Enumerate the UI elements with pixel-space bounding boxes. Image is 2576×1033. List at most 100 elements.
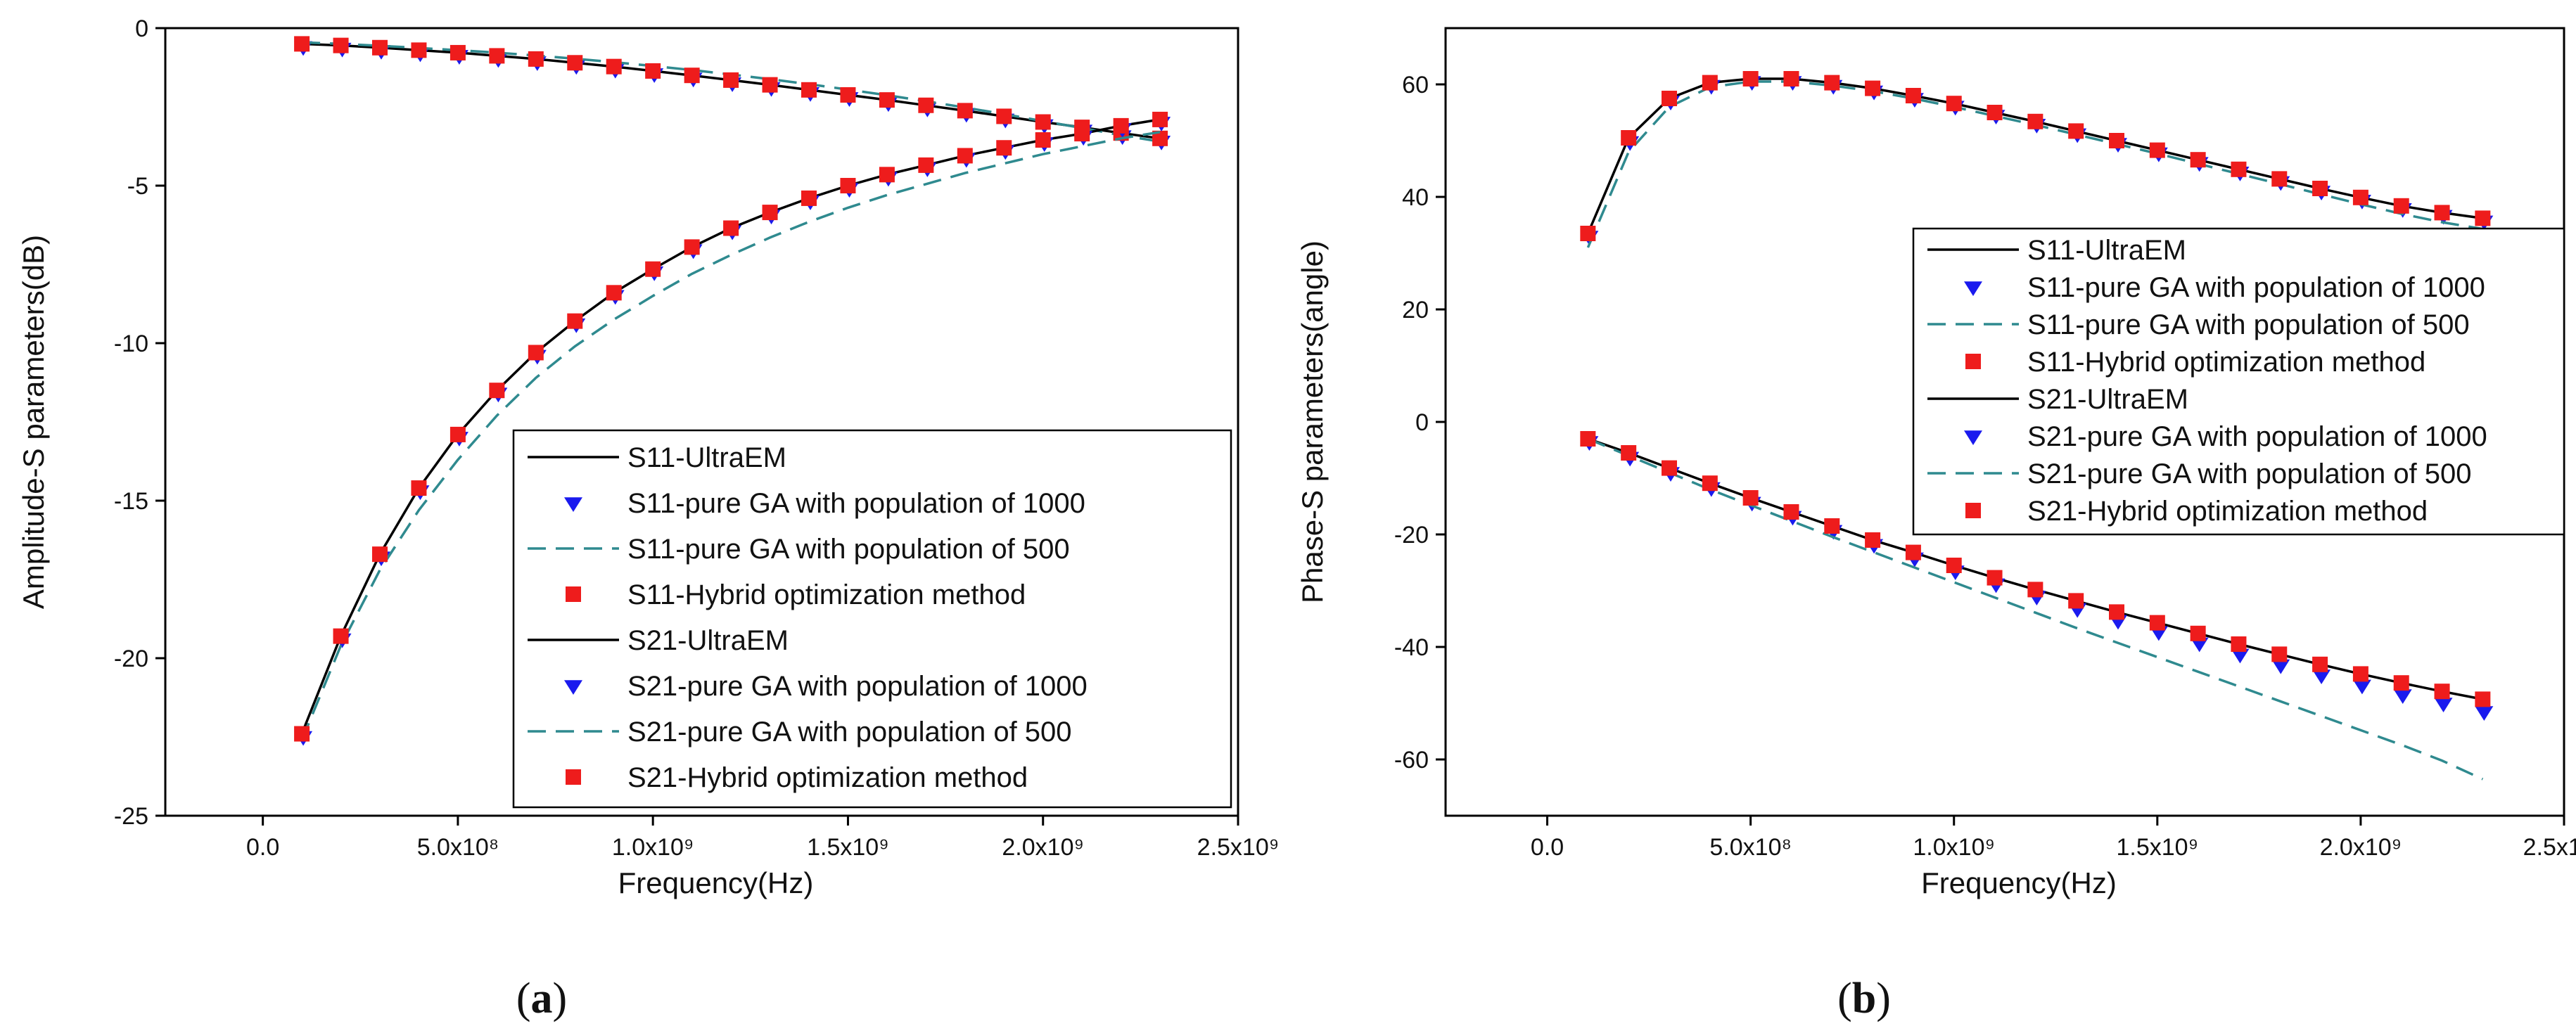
- data-point-s21-hybrid: [2352, 666, 2368, 682]
- data-point-s11-hybrid: [2393, 198, 2409, 214]
- legend-entry: S11-pure GA with population of 500: [2027, 309, 2470, 340]
- data-point-s11-hybrid: [801, 82, 817, 98]
- legend-entry: S11-UltraEM: [627, 442, 786, 473]
- y-tick-label: 60: [1402, 72, 1429, 98]
- x-tick-label: 1.5x10⁹: [2116, 834, 2198, 861]
- data-point-s21-hybrid: [2271, 646, 2288, 662]
- data-point-s21-hybrid: [567, 313, 583, 329]
- data-point-s21-hybrid: [2231, 636, 2247, 652]
- y-tick-label: -20: [1394, 522, 1429, 548]
- data-point-s11-hybrid: [2475, 210, 2491, 226]
- data-point-s21-ga1000: [2475, 706, 2494, 721]
- x-axis-label: Frequency(Hz): [618, 866, 814, 899]
- data-point-s21-hybrid: [1662, 460, 1677, 476]
- data-point-s21-hybrid: [2109, 604, 2124, 620]
- data-point-s21-hybrid: [1865, 532, 1881, 548]
- chart-panel-a: 0.0 5.0x10⁸ 1.0x10⁹ 1.5x10⁹ 2.0x10⁹ 2.5x10⁹ 0 -…: [17, 15, 1279, 899]
- x-tick-label: 1.0x10⁹: [612, 834, 694, 861]
- x-tick-label: 1.0x10⁹: [1913, 834, 1995, 861]
- chart-panel-b: 0.0 5.0x10⁸ 1.0x10⁹ 1.5x10⁹ 2.0x10⁹ 2.5x10⁹ 60…: [1296, 27, 2576, 899]
- data-point-s21-hybrid: [489, 383, 505, 399]
- data-point-s11-hybrid: [606, 58, 622, 75]
- legend-entry: S21-UltraEM: [2027, 384, 2188, 415]
- legend-entry: S11-UltraEM: [2027, 235, 2186, 266]
- legend-swatch-triangle: [564, 680, 582, 695]
- y-tick-label: 0: [135, 15, 148, 42]
- data-point-s21-hybrid: [1905, 544, 1921, 560]
- data-point-s21-hybrid: [1580, 431, 1596, 447]
- x-tick-label: 2.5x10⁹: [2523, 834, 2576, 861]
- x-tick-label: 0.0: [1531, 834, 1564, 861]
- data-point-s11-hybrid: [449, 44, 466, 60]
- data-point-s11-hybrid: [2271, 171, 2288, 187]
- data-point-s21-hybrid: [996, 140, 1012, 156]
- legend-box: [512, 429, 1232, 809]
- data-point-s21-hybrid: [1113, 117, 1129, 134]
- data-point-s21-ga1000: [2393, 689, 2412, 704]
- data-point-s11-hybrid: [879, 92, 895, 108]
- legend-swatch-triangle: [564, 497, 582, 512]
- caption-b-open: (: [1837, 975, 1852, 1022]
- data-point-s21-hybrid: [2312, 656, 2328, 672]
- data-point-s21-hybrid: [1035, 132, 1051, 148]
- data-point-s21-hybrid: [840, 178, 856, 193]
- data-point-s11-hybrid: [645, 63, 661, 79]
- data-point-s11-hybrid: [723, 72, 739, 88]
- data-point-s11-hybrid: [957, 103, 973, 119]
- data-point-s21-hybrid: [918, 157, 934, 173]
- data-point-s11-hybrid: [840, 86, 856, 103]
- y-tick-label: 0: [1415, 409, 1429, 436]
- data-point-s21-hybrid: [2393, 675, 2409, 691]
- caption-b: (b): [1837, 975, 1891, 1022]
- y-tick-label: 20: [1402, 297, 1429, 323]
- legend-entry: S21-pure GA with population of 1000: [627, 671, 1088, 702]
- legend-entry: S11-Hybrid optimization method: [2027, 347, 2425, 378]
- data-point-s11-hybrid: [372, 39, 388, 56]
- data-point-s21-hybrid: [372, 546, 388, 563]
- legend-swatch-triangle: [1964, 281, 1982, 296]
- legend-entry: S11-pure GA with population of 1000: [2027, 272, 2485, 303]
- y-tick-label: -25: [114, 803, 148, 830]
- data-point-s21-hybrid: [645, 261, 661, 277]
- y-tick-label: 40: [1402, 184, 1429, 211]
- legend-entry: S11-Hybrid optimization method: [627, 579, 1026, 610]
- y-tick-label: -60: [1394, 747, 1429, 774]
- data-point-s21-ga1000: [2434, 698, 2453, 712]
- series-line-s21-ga500: [1587, 437, 2484, 781]
- caption-a-close: ): [553, 975, 568, 1022]
- legend-swatch-square: [1965, 354, 1981, 369]
- y-tick-label: -40: [1394, 634, 1429, 661]
- x-tick-label: 2.0x10⁹: [1002, 834, 1084, 861]
- data-point-s11-hybrid: [333, 37, 349, 53]
- caption-b-letter: b: [1852, 975, 1876, 1022]
- data-point-s11-hybrid: [2149, 142, 2165, 158]
- series-line-s11-ga500: [1586, 80, 2483, 248]
- data-point-s11-hybrid: [294, 36, 310, 52]
- data-point-s11-hybrid: [1824, 75, 1840, 91]
- x-tick-label: 2.5x10⁹: [1197, 834, 1280, 861]
- legend-entry: S11-pure GA with population of 500: [627, 534, 1070, 565]
- y-tick-label: -10: [114, 331, 148, 357]
- data-point-s11-hybrid: [2231, 161, 2247, 177]
- legend-swatch-square: [566, 586, 581, 602]
- data-point-s21-ga1000: [2231, 648, 2250, 664]
- data-point-s21-ga1000: [2312, 669, 2331, 684]
- caption-b-close: ): [1876, 975, 1891, 1022]
- x-tick-label: 5.0x10⁸: [1709, 834, 1791, 861]
- series-line-s11-ultraem: [302, 42, 1161, 140]
- data-point-s11-hybrid: [1621, 130, 1637, 146]
- data-point-s11-hybrid: [411, 42, 427, 58]
- plot-frame: [164, 27, 1239, 817]
- x-tick-label: 0.0: [246, 834, 279, 861]
- series-line-s21-ga500: [300, 131, 1161, 741]
- data-point-s11-hybrid: [2190, 152, 2206, 168]
- legend-entry: S21-UltraEM: [627, 625, 789, 656]
- legend-entry: S11-pure GA with population of 1000: [627, 488, 1085, 519]
- data-point-s11-hybrid: [1946, 96, 1962, 112]
- legend-entry: S21-pure GA with population of 500: [2027, 458, 2472, 489]
- caption-a-open: (: [516, 975, 531, 1022]
- data-point-s21-hybrid: [1621, 445, 1637, 461]
- data-point-s11-hybrid: [762, 77, 778, 93]
- legend-swatch-triangle: [1964, 430, 1982, 445]
